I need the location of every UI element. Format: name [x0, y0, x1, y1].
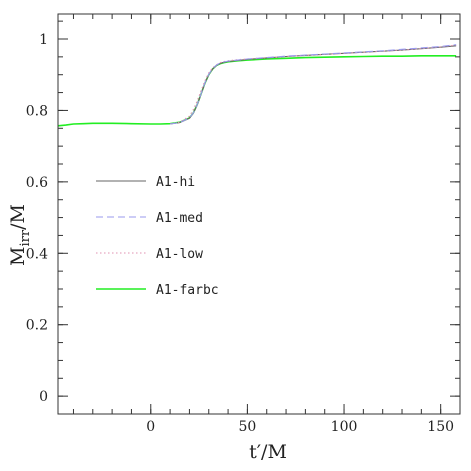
y-tick-label: 0.6 — [26, 175, 48, 191]
plot-frame — [57, 13, 461, 415]
y-axis-title-rest: /M — [7, 204, 29, 230]
y-tick-labels: 0 0.2 0.4 0.6 0.8 1 — [26, 32, 48, 405]
y-tick-label: 0 — [39, 389, 48, 405]
x-tick-label: 150 — [427, 419, 454, 435]
y-tick-label: 0.8 — [26, 103, 48, 119]
y-axis-title-main: M — [7, 246, 29, 265]
x-axis-title: t′/M — [249, 441, 287, 463]
plot-area — [58, 44, 457, 127]
major-ticks — [58, 14, 460, 414]
x-tick-label: 50 — [238, 419, 256, 435]
series-line-a1-med — [170, 44, 457, 125]
legend-label-a1-low: A1-low — [156, 247, 203, 262]
legend: A1-hi A1-med A1-low A1-farbc — [96, 175, 219, 298]
legend-label-a1-hi: A1-hi — [156, 175, 195, 190]
series-line-a1-farbc — [58, 54, 457, 127]
y-axis-title: Mirr/M — [7, 204, 33, 266]
y-tick-label: 1 — [39, 32, 48, 48]
x-tick-label: 0 — [146, 419, 155, 435]
y-axis-title-subscript: irr — [18, 229, 33, 246]
x-tick-label: 100 — [331, 419, 358, 435]
minor-ticks — [58, 14, 461, 415]
legend-label-a1-med: A1-med — [156, 211, 203, 226]
y-tick-label: 0.4 — [26, 246, 48, 262]
legend-label-a1-farbc: A1-farbc — [156, 283, 219, 298]
y-tick-label: 0.2 — [26, 318, 48, 334]
x-tick-labels: 0 50 100 150 — [146, 419, 454, 435]
